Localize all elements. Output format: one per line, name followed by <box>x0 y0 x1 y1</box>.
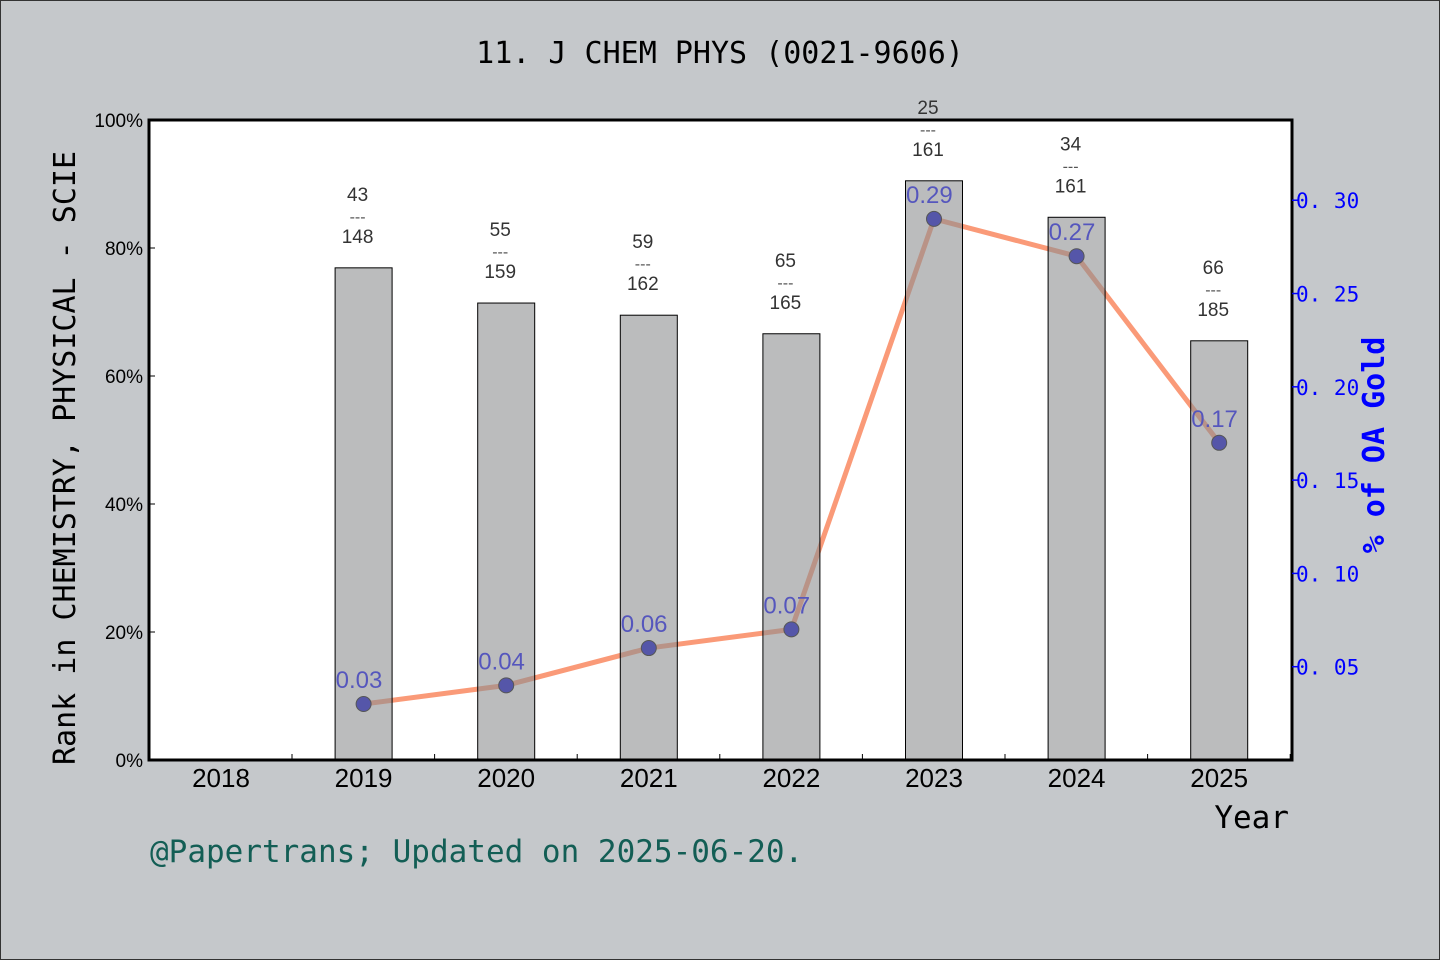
x-tick-label: 2025 <box>1190 763 1248 793</box>
y-axis-label: Rank in CHEMISTRY, PHYSICAL - SCIE <box>48 151 83 765</box>
rank-separator: --- <box>1063 158 1079 175</box>
y2-tick-label: 0. 15 <box>1296 469 1359 493</box>
rank-bar <box>1190 340 1249 761</box>
y2-tick-label: 0. 25 <box>1296 283 1359 307</box>
rank-bar <box>334 267 393 761</box>
rank-separator: --- <box>492 244 508 261</box>
plot-area <box>149 120 1292 760</box>
y-tick-label: 60% <box>105 367 143 388</box>
y-tick-label: 80% <box>105 239 143 260</box>
y-tick-label: 20% <box>105 623 143 644</box>
y2-tick-label: 0. 30 <box>1296 189 1359 213</box>
total-label: 185 <box>1197 300 1229 321</box>
rank-label: 43 <box>347 185 368 206</box>
rank-separator: --- <box>350 209 366 226</box>
rank-separator: --- <box>1205 282 1221 299</box>
rank-label: 55 <box>490 220 511 241</box>
y-tick-label: 100% <box>94 111 143 132</box>
footer-credit: @Papertrans; Updated on 2025-06-20. <box>150 834 804 870</box>
rank-label: 25 <box>917 98 938 119</box>
total-label: 148 <box>342 227 374 248</box>
y-tick-label: 40% <box>105 495 143 516</box>
y2-axis-label: % of OA Gold <box>1357 337 1392 554</box>
rank-separator: --- <box>920 122 936 139</box>
y2-tick-label: 0. 10 <box>1296 562 1359 586</box>
rank-label: 66 <box>1203 258 1224 279</box>
rank-bar <box>1047 216 1106 761</box>
rank-label: 59 <box>632 232 653 253</box>
rank-bar <box>477 302 536 761</box>
x-tick-label: 2022 <box>762 763 820 793</box>
rank-separator: --- <box>777 275 793 292</box>
rank-separator: --- <box>635 256 651 273</box>
chart-title: 11. J CHEM PHYS (0021-9606) <box>476 36 964 71</box>
rank-bar <box>905 180 963 761</box>
x-tick-label: 2019 <box>335 763 393 793</box>
total-label: 161 <box>912 140 944 161</box>
x-tick-label: 2020 <box>477 763 535 793</box>
total-label: 159 <box>484 262 516 283</box>
total-label: 161 <box>1055 176 1087 197</box>
rank-bar <box>619 314 678 761</box>
x-tick-label: 2023 <box>905 763 963 793</box>
x-tick-label: 2018 <box>192 763 250 793</box>
x-axis-label: Year <box>1214 800 1289 836</box>
x-tick-label: 2021 <box>620 763 678 793</box>
rank-label: 65 <box>775 251 796 272</box>
y-tick-label: 0% <box>116 751 144 772</box>
total-label: 162 <box>627 274 659 295</box>
total-label: 165 <box>770 293 802 314</box>
y2-tick-label: 0. 20 <box>1296 376 1359 400</box>
rank-bar <box>762 333 821 761</box>
rank-label: 34 <box>1060 134 1082 155</box>
y2-tick-label: 0. 05 <box>1296 656 1359 680</box>
plot-border <box>147 118 1294 762</box>
x-tick-label: 2024 <box>1048 763 1106 793</box>
